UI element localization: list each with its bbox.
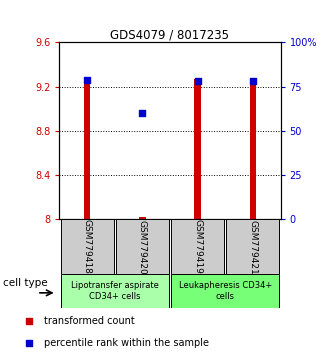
Bar bbox=[139, 217, 146, 219]
Text: GSM779421: GSM779421 bbox=[248, 219, 257, 274]
Bar bbox=[226, 219, 280, 274]
Point bbox=[84, 77, 90, 82]
Point bbox=[26, 318, 31, 324]
Text: GSM779418: GSM779418 bbox=[82, 219, 91, 274]
Bar bbox=[171, 219, 224, 274]
Bar bbox=[60, 274, 169, 308]
Title: GDS4079 / 8017235: GDS4079 / 8017235 bbox=[111, 28, 229, 41]
Point bbox=[26, 340, 31, 346]
Text: GSM779419: GSM779419 bbox=[193, 219, 202, 274]
Bar bbox=[116, 219, 169, 274]
Text: transformed count: transformed count bbox=[44, 316, 135, 326]
Text: Lipotransfer aspirate
CD34+ cells: Lipotransfer aspirate CD34+ cells bbox=[71, 281, 159, 301]
Text: GSM779420: GSM779420 bbox=[138, 219, 147, 274]
Text: Leukapheresis CD34+
cells: Leukapheresis CD34+ cells bbox=[179, 281, 272, 301]
Point bbox=[250, 79, 255, 84]
Point bbox=[140, 110, 145, 116]
Bar bbox=[194, 79, 201, 219]
Point bbox=[195, 79, 200, 84]
Text: cell type: cell type bbox=[3, 278, 48, 289]
Text: percentile rank within the sample: percentile rank within the sample bbox=[44, 338, 209, 348]
Bar bbox=[84, 79, 90, 219]
Bar bbox=[171, 274, 280, 308]
Bar bbox=[249, 81, 256, 219]
Bar bbox=[60, 219, 114, 274]
